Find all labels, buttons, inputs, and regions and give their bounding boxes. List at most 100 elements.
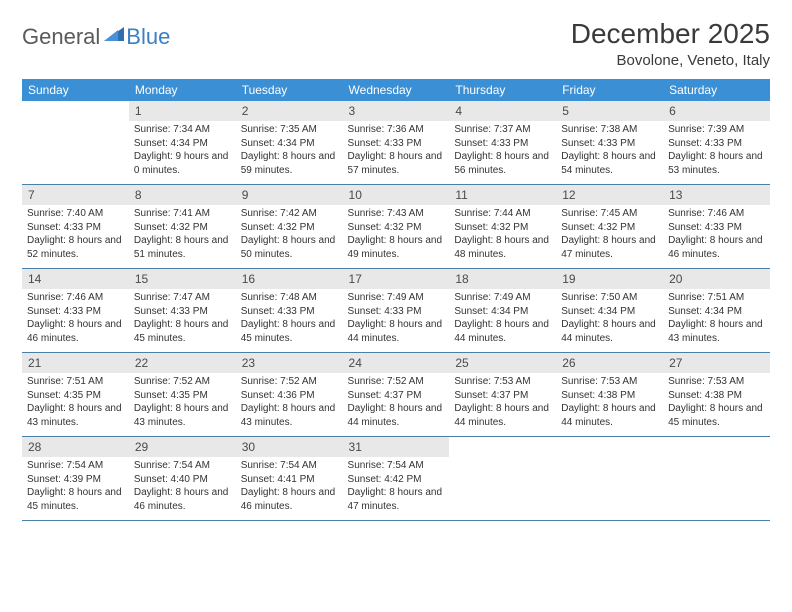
day-cell-body: Sunrise: 7:36 AMSunset: 4:33 PMDaylight:…	[347, 121, 446, 180]
day-number: 29	[129, 437, 236, 458]
day-cell-body: Sunrise: 7:38 AMSunset: 4:33 PMDaylight:…	[560, 121, 659, 180]
day-number: 19	[556, 269, 663, 290]
day-cell-body: Sunrise: 7:47 AMSunset: 4:33 PMDaylight:…	[133, 289, 232, 348]
day-cell: Sunrise: 7:39 AMSunset: 4:33 PMDaylight:…	[663, 121, 770, 185]
day-cell-body: Sunrise: 7:35 AMSunset: 4:34 PMDaylight:…	[240, 121, 339, 180]
day-number: 13	[663, 185, 770, 206]
day-header: Monday	[129, 79, 236, 101]
title-block: December 2025 Bovolone, Veneto, Italy	[571, 18, 770, 69]
week-row: Sunrise: 7:40 AMSunset: 4:33 PMDaylight:…	[22, 205, 770, 269]
day-cell	[663, 457, 770, 521]
day-cell-body: Sunrise: 7:44 AMSunset: 4:32 PMDaylight:…	[453, 205, 552, 264]
day-cell-body: Sunrise: 7:54 AMSunset: 4:40 PMDaylight:…	[133, 457, 232, 516]
day-cell-body: Sunrise: 7:37 AMSunset: 4:33 PMDaylight:…	[453, 121, 552, 180]
day-cell: Sunrise: 7:43 AMSunset: 4:32 PMDaylight:…	[343, 205, 450, 269]
day-cell-body: Sunrise: 7:43 AMSunset: 4:32 PMDaylight:…	[347, 205, 446, 264]
day-number: 8	[129, 185, 236, 206]
day-cell-body	[667, 457, 766, 509]
day-number	[663, 437, 770, 458]
week-row: Sunrise: 7:46 AMSunset: 4:33 PMDaylight:…	[22, 289, 770, 353]
location-label: Bovolone, Veneto, Italy	[571, 52, 770, 69]
day-cell-body	[453, 457, 552, 509]
day-cell: Sunrise: 7:44 AMSunset: 4:32 PMDaylight:…	[449, 205, 556, 269]
day-cell-body	[26, 121, 125, 173]
day-number: 20	[663, 269, 770, 290]
day-cell-body: Sunrise: 7:46 AMSunset: 4:33 PMDaylight:…	[667, 205, 766, 264]
day-number: 28	[22, 437, 129, 458]
day-cell-body: Sunrise: 7:52 AMSunset: 4:36 PMDaylight:…	[240, 373, 339, 432]
day-cell-body: Sunrise: 7:53 AMSunset: 4:38 PMDaylight:…	[560, 373, 659, 432]
day-header: Saturday	[663, 79, 770, 101]
day-cell: Sunrise: 7:50 AMSunset: 4:34 PMDaylight:…	[556, 289, 663, 353]
page-title: December 2025	[571, 18, 770, 50]
logo-text-general: General	[22, 24, 100, 50]
day-cell: Sunrise: 7:46 AMSunset: 4:33 PMDaylight:…	[22, 289, 129, 353]
day-number-row: 21222324252627	[22, 353, 770, 374]
day-cell: Sunrise: 7:40 AMSunset: 4:33 PMDaylight:…	[22, 205, 129, 269]
day-number: 27	[663, 353, 770, 374]
logo-triangle-icon	[104, 25, 124, 41]
day-cell: Sunrise: 7:37 AMSunset: 4:33 PMDaylight:…	[449, 121, 556, 185]
day-cell-body: Sunrise: 7:45 AMSunset: 4:32 PMDaylight:…	[560, 205, 659, 264]
calendar-table: SundayMondayTuesdayWednesdayThursdayFrid…	[22, 79, 770, 521]
day-cell-body: Sunrise: 7:52 AMSunset: 4:35 PMDaylight:…	[133, 373, 232, 432]
day-number: 9	[236, 185, 343, 206]
day-cell	[449, 457, 556, 521]
day-number: 14	[22, 269, 129, 290]
day-cell: Sunrise: 7:53 AMSunset: 4:37 PMDaylight:…	[449, 373, 556, 437]
day-cell-body: Sunrise: 7:51 AMSunset: 4:35 PMDaylight:…	[26, 373, 125, 432]
day-number	[556, 437, 663, 458]
day-number-row: 28293031	[22, 437, 770, 458]
day-cell: Sunrise: 7:46 AMSunset: 4:33 PMDaylight:…	[663, 205, 770, 269]
logo: General Blue	[22, 24, 170, 50]
day-cell: Sunrise: 7:48 AMSunset: 4:33 PMDaylight:…	[236, 289, 343, 353]
day-number-row: 14151617181920	[22, 269, 770, 290]
day-number: 17	[343, 269, 450, 290]
day-number: 21	[22, 353, 129, 374]
day-cell: Sunrise: 7:52 AMSunset: 4:35 PMDaylight:…	[129, 373, 236, 437]
day-cell-body: Sunrise: 7:51 AMSunset: 4:34 PMDaylight:…	[667, 289, 766, 348]
day-cell: Sunrise: 7:53 AMSunset: 4:38 PMDaylight:…	[663, 373, 770, 437]
day-cell-body: Sunrise: 7:54 AMSunset: 4:42 PMDaylight:…	[347, 457, 446, 516]
day-cell: Sunrise: 7:52 AMSunset: 4:37 PMDaylight:…	[343, 373, 450, 437]
day-cell: Sunrise: 7:54 AMSunset: 4:40 PMDaylight:…	[129, 457, 236, 521]
day-number: 5	[556, 101, 663, 121]
day-cell-body: Sunrise: 7:40 AMSunset: 4:33 PMDaylight:…	[26, 205, 125, 264]
day-header: Wednesday	[343, 79, 450, 101]
day-cell: Sunrise: 7:41 AMSunset: 4:32 PMDaylight:…	[129, 205, 236, 269]
day-number	[22, 101, 129, 121]
day-cell: Sunrise: 7:36 AMSunset: 4:33 PMDaylight:…	[343, 121, 450, 185]
day-cell: Sunrise: 7:38 AMSunset: 4:33 PMDaylight:…	[556, 121, 663, 185]
day-number: 26	[556, 353, 663, 374]
day-cell	[22, 121, 129, 185]
day-cell: Sunrise: 7:49 AMSunset: 4:34 PMDaylight:…	[449, 289, 556, 353]
day-cell: Sunrise: 7:53 AMSunset: 4:38 PMDaylight:…	[556, 373, 663, 437]
day-cell: Sunrise: 7:54 AMSunset: 4:39 PMDaylight:…	[22, 457, 129, 521]
day-header: Friday	[556, 79, 663, 101]
day-number: 24	[343, 353, 450, 374]
day-number-row: 123456	[22, 101, 770, 121]
day-number: 6	[663, 101, 770, 121]
day-cell-body: Sunrise: 7:34 AMSunset: 4:34 PMDaylight:…	[133, 121, 232, 180]
header: General Blue December 2025 Bovolone, Ven…	[22, 18, 770, 69]
day-number: 11	[449, 185, 556, 206]
day-cell: Sunrise: 7:54 AMSunset: 4:42 PMDaylight:…	[343, 457, 450, 521]
day-cell-body: Sunrise: 7:53 AMSunset: 4:37 PMDaylight:…	[453, 373, 552, 432]
day-number: 12	[556, 185, 663, 206]
day-number-row: 78910111213	[22, 185, 770, 206]
day-cell-body: Sunrise: 7:54 AMSunset: 4:41 PMDaylight:…	[240, 457, 339, 516]
day-number: 2	[236, 101, 343, 121]
day-cell: Sunrise: 7:54 AMSunset: 4:41 PMDaylight:…	[236, 457, 343, 521]
day-number: 18	[449, 269, 556, 290]
day-number: 10	[343, 185, 450, 206]
day-cell: Sunrise: 7:51 AMSunset: 4:34 PMDaylight:…	[663, 289, 770, 353]
day-cell-body: Sunrise: 7:54 AMSunset: 4:39 PMDaylight:…	[26, 457, 125, 516]
day-cell-body: Sunrise: 7:49 AMSunset: 4:33 PMDaylight:…	[347, 289, 446, 348]
day-cell-body: Sunrise: 7:48 AMSunset: 4:33 PMDaylight:…	[240, 289, 339, 348]
day-header: Thursday	[449, 79, 556, 101]
day-cell: Sunrise: 7:47 AMSunset: 4:33 PMDaylight:…	[129, 289, 236, 353]
day-cell: Sunrise: 7:49 AMSunset: 4:33 PMDaylight:…	[343, 289, 450, 353]
day-cell-body: Sunrise: 7:46 AMSunset: 4:33 PMDaylight:…	[26, 289, 125, 348]
week-row: Sunrise: 7:54 AMSunset: 4:39 PMDaylight:…	[22, 457, 770, 521]
day-number: 4	[449, 101, 556, 121]
